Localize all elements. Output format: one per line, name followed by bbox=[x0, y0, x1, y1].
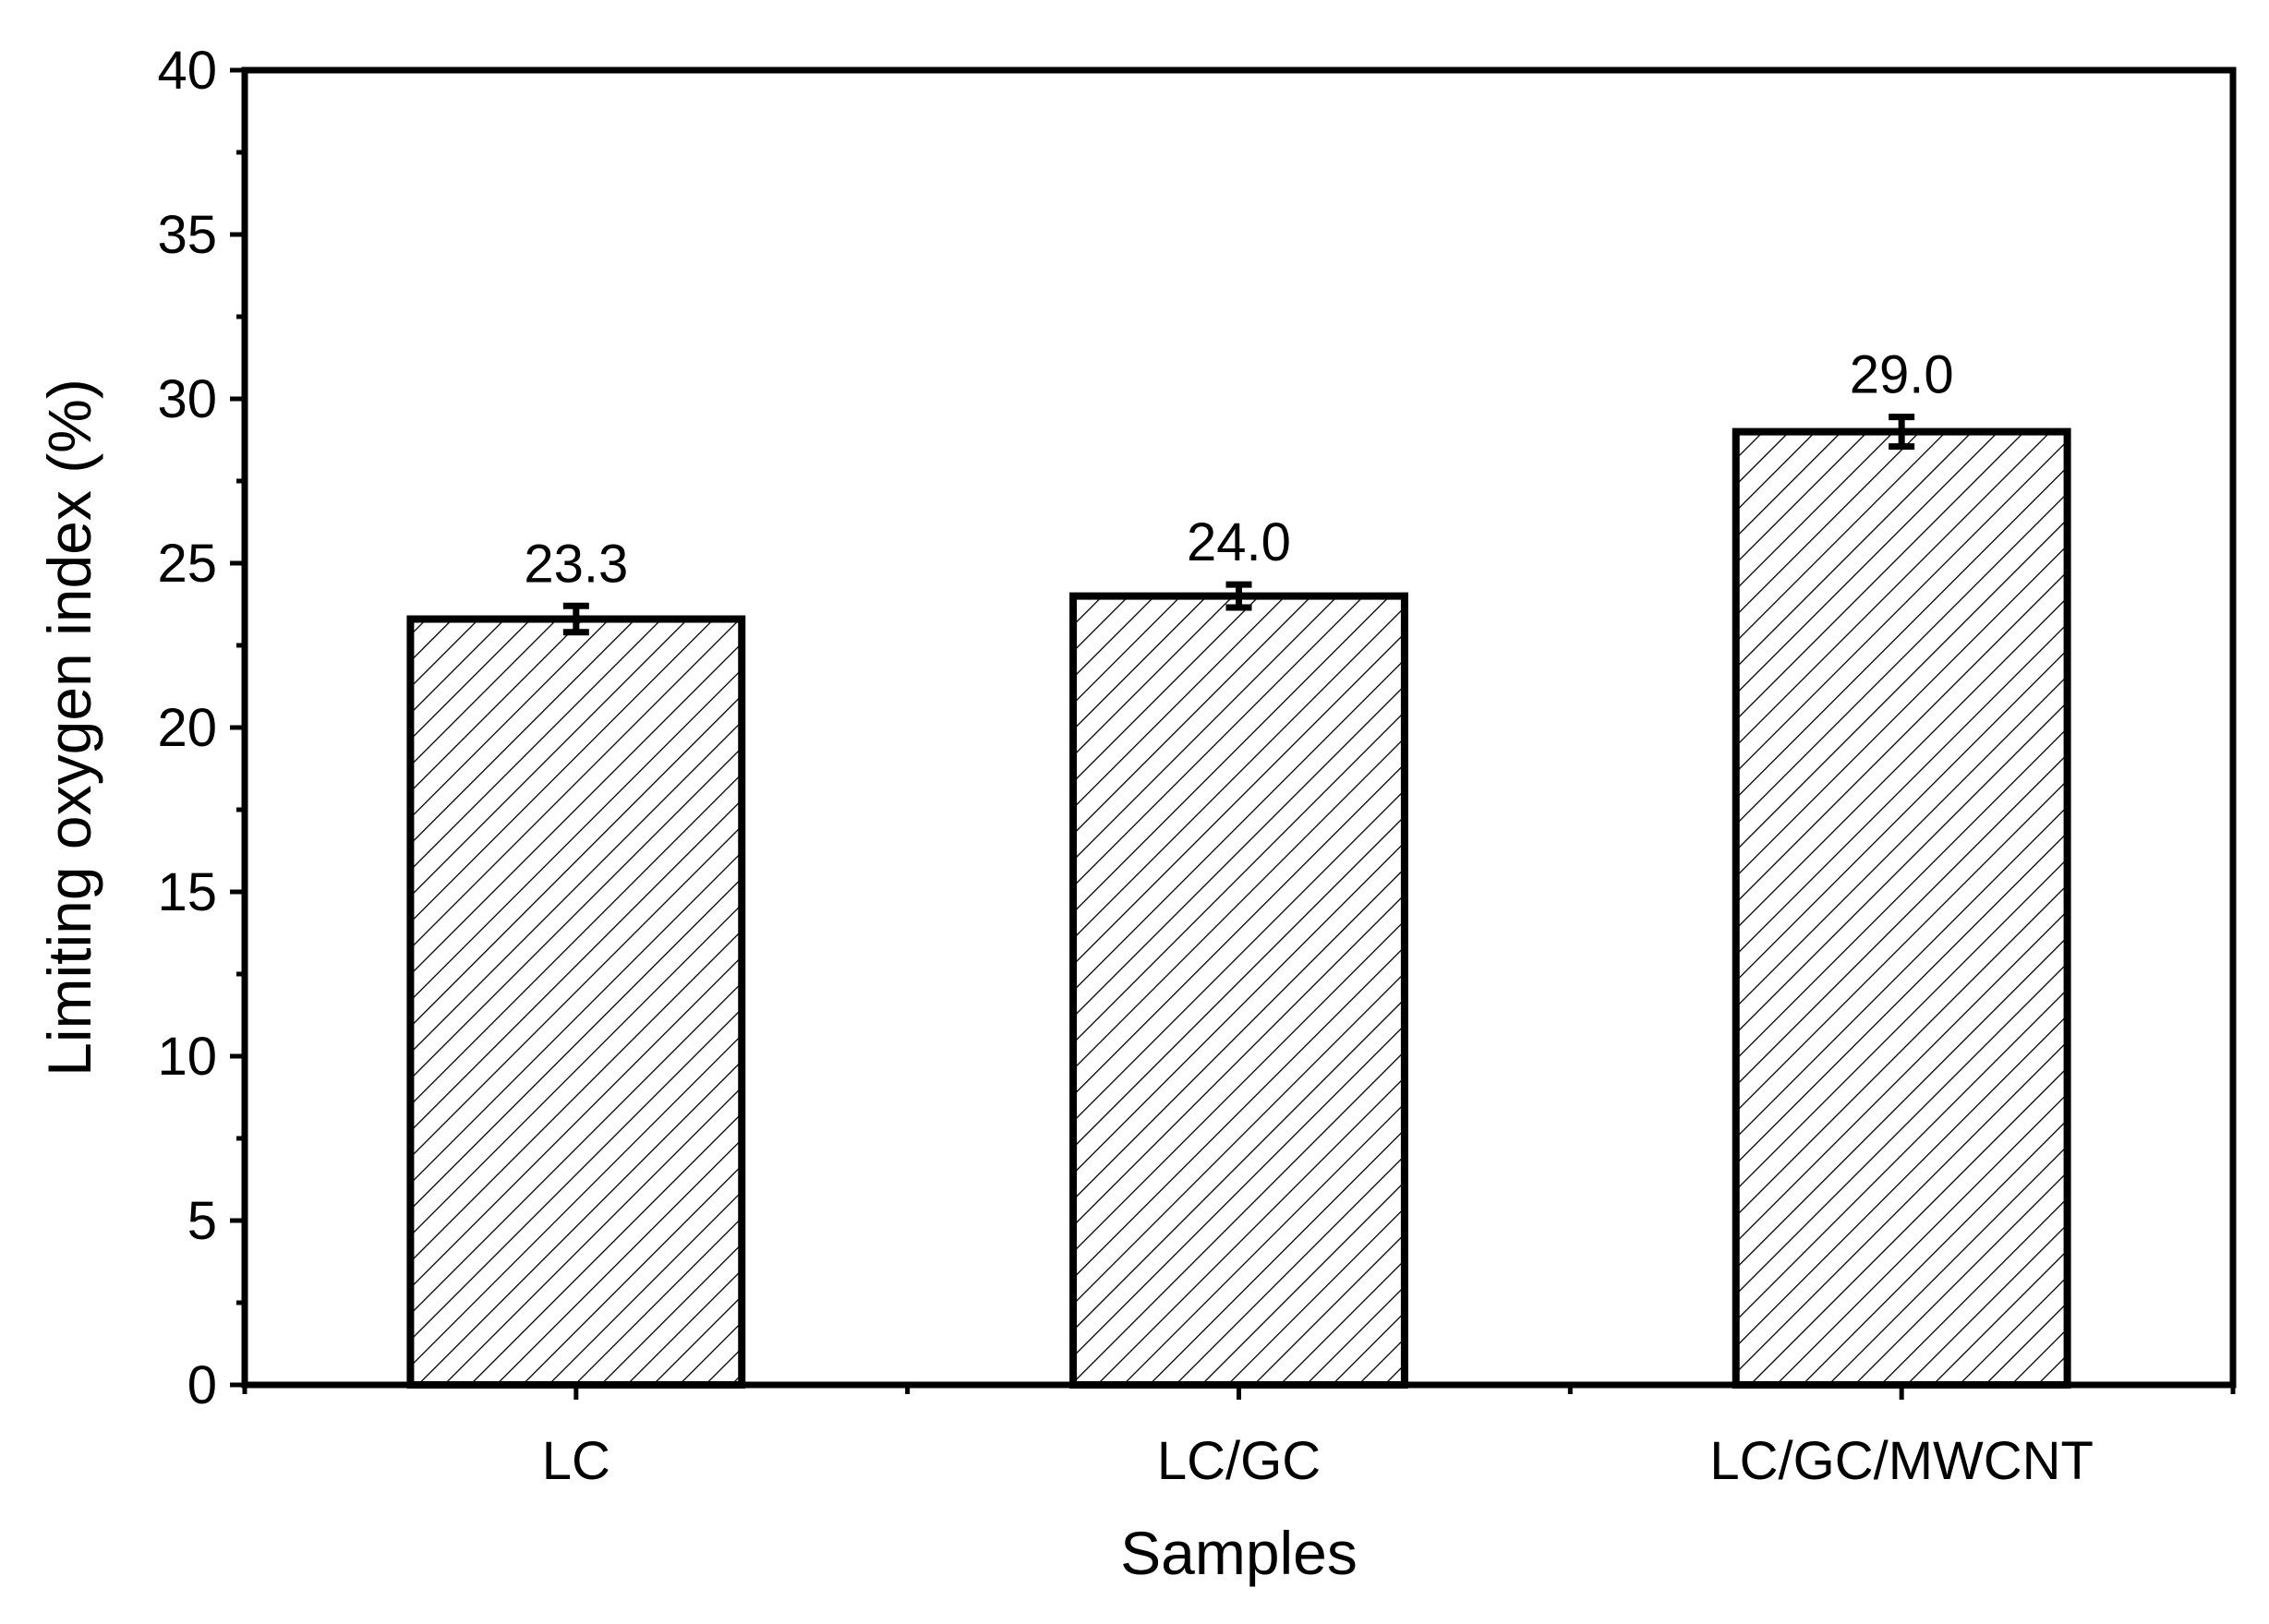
y-tick-label: 10 bbox=[157, 1027, 217, 1087]
x-tick-label: LC/GC bbox=[1157, 1431, 1321, 1491]
bars-layer bbox=[406, 414, 2071, 1389]
y-tick-label: 25 bbox=[157, 534, 217, 594]
bar bbox=[406, 615, 746, 1389]
y-tick-label: 5 bbox=[187, 1191, 217, 1251]
data-label: 24.0 bbox=[1187, 512, 1291, 572]
y-tick-label: 15 bbox=[157, 862, 217, 922]
data-label: 23.3 bbox=[524, 534, 628, 594]
data-label: 29.0 bbox=[1850, 345, 1954, 405]
plot-frame bbox=[241, 66, 2237, 1389]
labels-layer: 23.3 LC 24.0 LC/GC 29.0 LC/GC/MWCNT 0 5 10 15 20 25… bbox=[35, 41, 2094, 1587]
x-tick-label: LC bbox=[542, 1431, 610, 1491]
x-tick-label: LC/GC/MWCNT bbox=[1709, 1431, 2094, 1491]
y-tick-label: 35 bbox=[157, 205, 217, 265]
x-axis-title: Samples bbox=[1120, 1519, 1358, 1587]
y-tick-label: 20 bbox=[157, 698, 217, 758]
y-axis-title: Limiting oxygen index (%) bbox=[35, 379, 103, 1077]
bar bbox=[1069, 592, 1408, 1389]
bar bbox=[1732, 427, 2071, 1389]
axes-layer bbox=[230, 66, 2237, 1400]
y-tick-label: 0 bbox=[187, 1355, 217, 1415]
y-tick-label: 30 bbox=[157, 369, 217, 429]
y-tick-label: 40 bbox=[157, 41, 217, 101]
